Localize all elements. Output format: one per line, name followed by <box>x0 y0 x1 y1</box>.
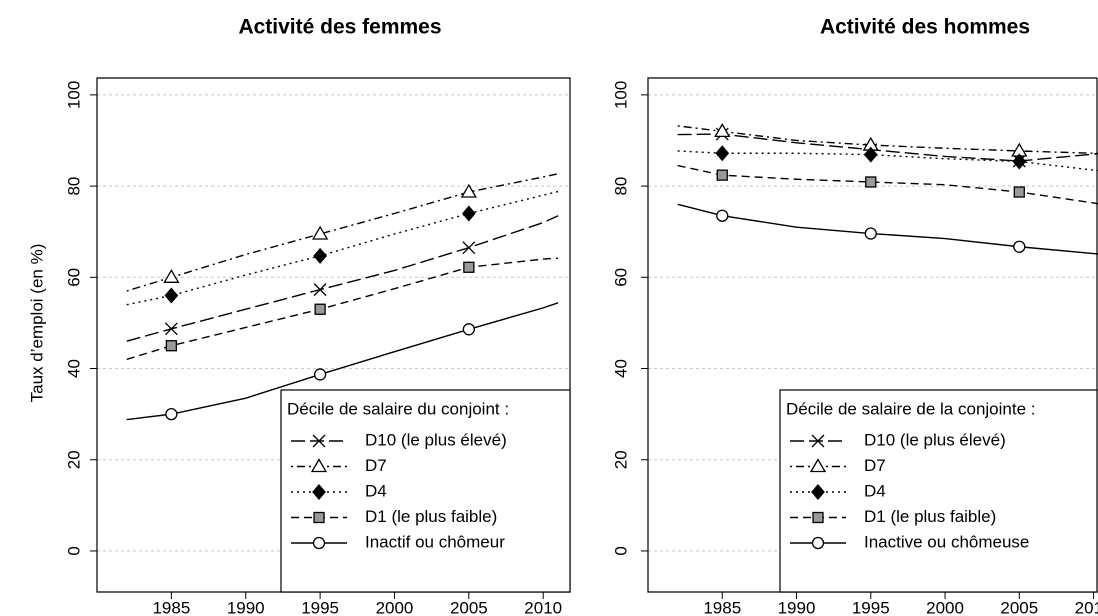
y-tick-label: 20 <box>611 450 630 469</box>
marker <box>812 511 824 524</box>
legend-box <box>280 389 571 593</box>
y-tick-label: 80 <box>611 177 630 196</box>
marker <box>163 269 180 283</box>
y-tick-label: 100 <box>611 81 630 109</box>
legend-label: D10 (le plus élevé) <box>365 430 507 449</box>
y-tick-label: 0 <box>611 546 630 555</box>
series-line <box>677 150 1098 172</box>
marker <box>811 434 825 448</box>
marker <box>1013 240 1026 253</box>
legend-box <box>779 389 1098 593</box>
x-tick-label: 2000 <box>926 598 964 616</box>
legend-title: Décile de salaire du conjoint : <box>287 399 509 418</box>
y-tick-label: 80 <box>64 177 83 196</box>
marker <box>463 261 475 273</box>
series-line <box>126 257 559 361</box>
x-tick-label: 2005 <box>450 598 488 616</box>
marker <box>312 484 326 500</box>
marker <box>714 123 731 138</box>
x-tick-label: 1995 <box>301 598 339 616</box>
marker <box>864 227 877 240</box>
series-line <box>126 173 559 292</box>
plot-area <box>677 123 1098 255</box>
legend-label: D7 <box>365 456 387 475</box>
marker <box>314 303 326 315</box>
x-tick-label: 2000 <box>376 598 414 616</box>
marker <box>312 434 326 448</box>
y-tick-label: 40 <box>611 359 630 378</box>
legend-label: Inactive ou chômeuse <box>864 532 1029 551</box>
marker <box>313 511 325 524</box>
legend-label: D4 <box>864 481 886 500</box>
marker <box>313 247 327 264</box>
series-line <box>126 190 559 306</box>
marker <box>312 536 326 550</box>
chart-title: Activité des femmes <box>238 16 441 39</box>
legend-label: D1 (le plus faible) <box>864 507 996 526</box>
marker <box>811 484 825 500</box>
series-line <box>126 215 559 342</box>
x-tick-label: 1990 <box>778 598 816 616</box>
marker <box>462 323 476 336</box>
series-line <box>677 125 1098 155</box>
x-tick-label: 1990 <box>227 598 265 616</box>
marker <box>310 458 328 473</box>
marker <box>1013 186 1025 198</box>
marker <box>313 283 327 297</box>
plot-area <box>126 173 559 421</box>
marker <box>313 368 327 381</box>
x-tick-label: 2010 <box>524 598 562 616</box>
marker <box>311 225 329 240</box>
marker <box>716 169 728 181</box>
marker <box>164 287 179 304</box>
marker <box>165 407 178 421</box>
y-tick-label: 40 <box>64 359 83 378</box>
legend-label: Inactif ou chômeur <box>365 532 505 551</box>
y-axis-label: Taux d’emploi (en %) <box>27 244 46 403</box>
y-tick-label: 0 <box>64 546 83 555</box>
legend-label: D4 <box>365 481 387 500</box>
chart-title: Activité des hommes <box>820 16 1030 39</box>
y-tick-label: 100 <box>64 81 83 109</box>
legend-label: D10 (le plus élevé) <box>864 430 1006 449</box>
marker <box>811 536 825 550</box>
marker <box>165 340 178 352</box>
legend-label: D1 (le plus faible) <box>365 507 497 526</box>
legend-label: D7 <box>864 456 886 475</box>
series-line <box>126 302 559 421</box>
marker <box>1012 153 1027 170</box>
y-tick-label: 60 <box>611 268 630 287</box>
x-tick-label: 1995 <box>852 598 890 616</box>
x-tick-label: 2010 <box>1075 598 1098 616</box>
marker <box>715 145 730 162</box>
series-line <box>677 133 1098 162</box>
marker <box>164 322 178 336</box>
marker <box>809 458 827 473</box>
marker <box>461 205 476 222</box>
series-line <box>677 203 1098 255</box>
x-tick-label: 2005 <box>1000 598 1038 616</box>
y-tick-label: 60 <box>64 268 83 287</box>
x-tick-label: 1985 <box>152 598 190 616</box>
y-tick-label: 20 <box>64 450 83 469</box>
marker <box>716 209 729 222</box>
legend-title: Décile de salaire de la conjointe : <box>786 399 1035 418</box>
marker <box>460 183 477 198</box>
series-line <box>677 164 1098 205</box>
x-tick-label: 1985 <box>703 598 741 616</box>
marker <box>462 241 476 255</box>
marker <box>863 146 878 163</box>
marker <box>865 176 877 188</box>
